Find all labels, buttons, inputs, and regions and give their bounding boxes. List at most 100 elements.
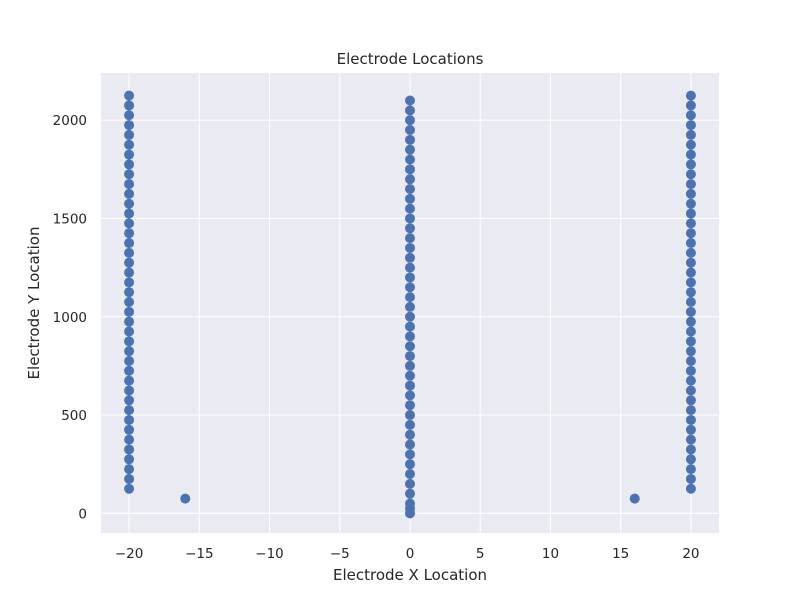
electrode-point <box>405 311 415 322</box>
electrode-point <box>405 262 415 273</box>
y-tick-label: 1000 <box>53 310 87 326</box>
electrode-point <box>685 434 696 445</box>
x-tick-labels: −20 −15 −10 −5 0 5 10 15 20 <box>115 546 700 562</box>
electrode-point <box>405 292 415 303</box>
electrode-point <box>124 473 135 484</box>
electrode-point <box>685 483 696 494</box>
x-tick-label: −15 <box>185 546 214 562</box>
electrode-point <box>124 483 135 494</box>
electrode-point <box>405 390 415 401</box>
electrode-point <box>405 115 415 126</box>
electrode-point <box>124 169 135 180</box>
electrode-point <box>405 400 415 411</box>
electrode-point <box>124 188 135 199</box>
electrode-point <box>405 282 415 293</box>
electrode-point <box>685 464 696 475</box>
electrode-point <box>124 395 135 406</box>
electrode-point <box>124 346 135 357</box>
electrode-point <box>405 213 415 224</box>
electrode-point <box>405 488 415 499</box>
electrode-point <box>124 149 135 160</box>
y-tick-labels: 0 500 1000 1500 2000 <box>53 113 87 522</box>
electrode-point <box>405 439 415 450</box>
electrode-point <box>124 247 135 258</box>
electrode-point <box>124 454 135 465</box>
electrode-point <box>405 272 415 283</box>
electrode-point <box>685 247 696 258</box>
x-tick-label: −5 <box>330 546 350 562</box>
electrode-point <box>405 242 415 253</box>
electrode-point <box>124 444 135 455</box>
y-tick-label: 2000 <box>53 113 87 129</box>
electrode-point <box>124 218 135 229</box>
electrode-point <box>124 159 135 170</box>
electrode-point <box>405 449 415 460</box>
electrode-point <box>685 149 696 160</box>
electrode-point <box>124 198 135 209</box>
electrode-point <box>685 326 696 337</box>
electrode-point <box>685 336 696 347</box>
electrode-point <box>685 159 696 170</box>
electrode-point <box>685 120 696 131</box>
electrode-point <box>124 375 135 386</box>
electrode-point <box>124 228 135 239</box>
electrode-point <box>124 110 135 121</box>
electrode-point <box>124 277 135 288</box>
electrode-point <box>685 139 696 150</box>
electrode-point <box>124 385 135 396</box>
y-tick-label: 500 <box>61 408 87 424</box>
electrode-point <box>124 316 135 327</box>
electrode-point <box>405 203 415 214</box>
electrode-point <box>124 90 135 101</box>
electrode-point <box>405 95 415 106</box>
electrode-point <box>685 238 696 249</box>
electrode-point <box>685 395 696 406</box>
electrode-point <box>124 306 135 317</box>
electrode-point <box>685 169 696 180</box>
electrode-point <box>124 414 135 425</box>
electrode-point <box>405 134 415 145</box>
electrode-point <box>405 233 415 244</box>
electrode-point <box>405 154 415 165</box>
electrode-point <box>124 355 135 366</box>
electrode-point <box>124 365 135 376</box>
electrode-point <box>685 267 696 278</box>
electrode-point <box>124 100 135 111</box>
electrode-point <box>405 360 415 371</box>
electrode-point <box>405 193 415 204</box>
electrode-point <box>685 277 696 288</box>
electrode-point <box>685 297 696 308</box>
electrode-point <box>405 469 415 480</box>
x-tick-label: −10 <box>255 546 284 562</box>
electrode-point <box>405 341 415 352</box>
x-tick-label: 15 <box>612 546 629 562</box>
electrode-point <box>685 218 696 229</box>
electrode-point <box>124 139 135 150</box>
electrode-point <box>124 326 135 337</box>
electrode-point <box>405 429 415 440</box>
electrode-point <box>124 129 135 140</box>
electrode-point <box>685 405 696 416</box>
electrode-point <box>405 125 415 136</box>
electrode-point <box>405 370 415 381</box>
electrode-point <box>685 179 696 190</box>
electrode-point <box>124 464 135 475</box>
electrode-point <box>685 198 696 209</box>
x-tick-label: 20 <box>682 546 699 562</box>
electrode-point <box>685 257 696 268</box>
electrode-point <box>124 267 135 278</box>
electrode-point <box>685 414 696 425</box>
electrode-point <box>405 183 415 194</box>
x-tick-label: −20 <box>115 546 144 562</box>
electrode-point <box>685 444 696 455</box>
electrode-point <box>405 410 415 421</box>
electrode-point <box>405 419 415 430</box>
electrode-point <box>405 503 415 514</box>
chart-title: Electrode Locations <box>337 50 484 68</box>
electrode-point <box>405 105 415 116</box>
y-axis-label: Electrode Y Location <box>25 227 43 380</box>
electrode-point <box>124 257 135 268</box>
electrode-point <box>405 223 415 234</box>
electrode-point <box>124 287 135 298</box>
electrode-point <box>405 321 415 332</box>
